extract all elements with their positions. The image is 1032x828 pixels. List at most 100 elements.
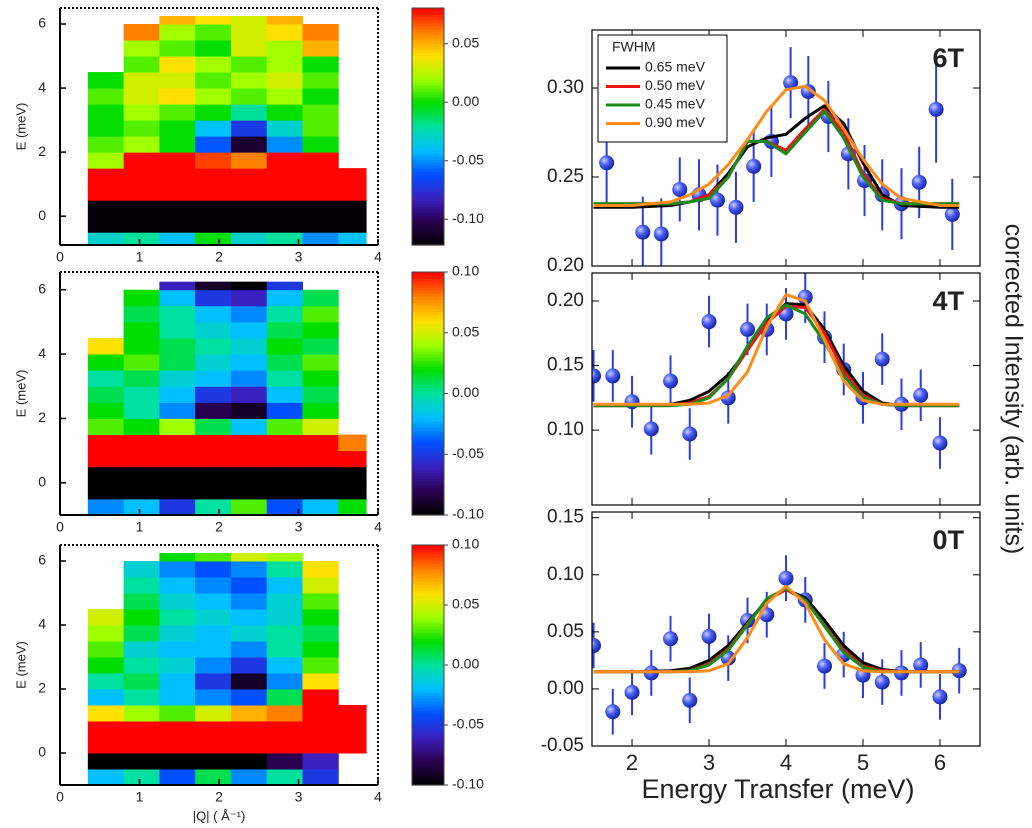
- heatmap-cell: [87, 737, 125, 754]
- heatmap-cell: [195, 769, 232, 785]
- colorbar-band: [412, 129, 444, 134]
- heatmap-cell: [159, 16, 196, 25]
- colorbar-band: [412, 566, 444, 570]
- heatmap-cell: [302, 769, 339, 785]
- heatmap-cell: [195, 689, 232, 706]
- data-point: [911, 174, 927, 190]
- colorbar-band: [412, 662, 444, 666]
- colorbar-band: [412, 308, 444, 313]
- heatmap-cell: [230, 16, 268, 25]
- colorbar-band: [412, 366, 444, 370]
- heatmap-cell: [302, 402, 339, 419]
- heatmap-cell: [123, 482, 160, 500]
- colorbar-band: [412, 296, 444, 300]
- heatmap-cell: [302, 305, 339, 323]
- heatmap-cell: [230, 281, 268, 291]
- heatmap-cell: [230, 737, 268, 754]
- heatmap-cell: [266, 434, 303, 452]
- colorbar-band: [412, 93, 444, 98]
- legend-label: 0.50 meV: [645, 77, 706, 93]
- colorbar-band: [412, 722, 444, 726]
- heatmap-cell: [195, 482, 232, 500]
- heatmap-cell: [195, 40, 232, 57]
- data-point: [682, 692, 698, 708]
- heatmap-cell: [159, 482, 196, 500]
- colorbar-band: [412, 466, 444, 471]
- heatmap-cell: [302, 337, 339, 355]
- heatmap-cell: [302, 216, 339, 233]
- heatmap-cell: [159, 337, 196, 355]
- heatmap-cell: [266, 553, 303, 562]
- colorbar-band: [412, 311, 444, 316]
- data-point: [605, 368, 621, 384]
- colorbar-band: [412, 287, 444, 291]
- data-point: [746, 158, 762, 174]
- colorbar-band: [412, 593, 444, 597]
- heatmap-cell: [230, 577, 268, 594]
- colorbar-band: [412, 481, 444, 486]
- colorbar-band: [412, 677, 444, 681]
- heatmap-cell: [266, 16, 303, 25]
- fit-line: [593, 584, 960, 674]
- colorbar-band: [412, 194, 444, 199]
- heatmap-cell: [87, 769, 125, 785]
- y-tick-label: 0.20: [547, 255, 584, 276]
- heatmap-cell: [338, 184, 367, 201]
- data-point: [643, 421, 659, 437]
- colorbar-band: [412, 227, 444, 231]
- heatmap-cell: [159, 593, 196, 610]
- heatmap-cell: [338, 466, 367, 484]
- x-tick-label: 1: [136, 249, 144, 265]
- heatmap-cell: [87, 402, 125, 419]
- colorbar-band: [412, 557, 444, 561]
- heatmap-cell: [266, 689, 303, 706]
- colorbar-band: [412, 692, 444, 696]
- colorbar-band: [412, 25, 444, 30]
- heatmap-cell: [230, 402, 268, 419]
- colorbar-band: [412, 120, 444, 125]
- heatmap-cell: [195, 152, 232, 169]
- colorbar-band: [412, 484, 444, 489]
- data-point: [635, 224, 651, 240]
- x-tick-label: 1: [136, 789, 144, 805]
- colorbar-band: [412, 344, 444, 349]
- heatmap-cell: [266, 737, 303, 754]
- colorbar-band: [412, 429, 444, 434]
- fit-line: [593, 84, 960, 207]
- plot-frame: [591, 511, 981, 747]
- heatmap-cell: [195, 466, 232, 484]
- heatmap-cell: [302, 450, 339, 468]
- colorbar-band: [412, 390, 444, 395]
- colorbar-band: [412, 224, 444, 228]
- colorbar-band: [412, 767, 444, 771]
- panel-label: 4T: [932, 286, 964, 316]
- data-point: [783, 75, 799, 91]
- colorbar-band: [412, 132, 444, 136]
- heatmap-cell: [230, 689, 268, 706]
- heatmap-cell: [195, 705, 232, 722]
- colorbar-band: [412, 96, 444, 101]
- colorbar-band: [412, 746, 444, 750]
- colorbar-band: [412, 19, 444, 24]
- colorbar-band: [412, 215, 444, 219]
- heatmap-cell: [123, 689, 160, 706]
- colorbar-band: [412, 448, 444, 452]
- heatmap-cell: [123, 753, 160, 770]
- heatmap-cell: [123, 561, 160, 578]
- colorbar-band: [412, 701, 444, 705]
- colorbar-band: [412, 378, 444, 382]
- heatmap-cell: [123, 72, 160, 89]
- heatmap-cell: [230, 561, 268, 578]
- heatmap-cell: [159, 104, 196, 121]
- colorbar-band: [412, 782, 444, 786]
- heatmap-cell: [302, 609, 339, 626]
- data-point: [951, 663, 967, 679]
- heatmap-cell: [195, 168, 232, 185]
- plot-area: [592, 555, 967, 735]
- heatmap-cell: [266, 593, 303, 610]
- colorbar-band: [412, 281, 444, 285]
- colorbar-band: [412, 411, 444, 416]
- heatmap-cell: [87, 657, 125, 674]
- heatmap-cell: [159, 184, 196, 201]
- heatmap-cell: [123, 321, 160, 339]
